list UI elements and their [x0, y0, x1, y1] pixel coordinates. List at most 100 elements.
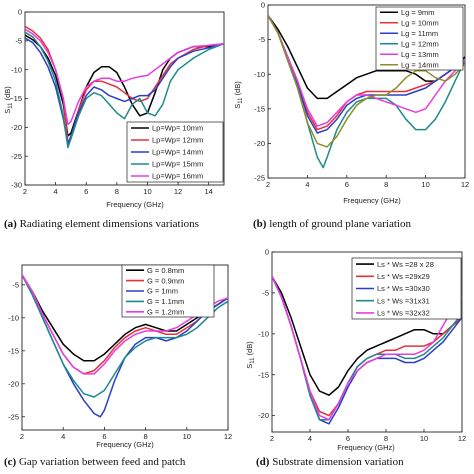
y-axis-title-3: S11 (dB) — [245, 341, 256, 369]
legend-label: Ls * Ws =31x31 — [377, 296, 430, 305]
x-tick-label: 2 — [270, 434, 274, 443]
y-tick-label: -30 — [11, 181, 22, 190]
x-tick-label: 6 — [84, 187, 88, 196]
legend-label: Lp=Wp= 10mm — [152, 124, 203, 133]
y-tick-label: -20 — [258, 411, 269, 420]
y-tick-label: -10 — [254, 70, 265, 79]
y-tick-label: -5 — [12, 280, 19, 289]
chart-panel-a: 2 4 6 8 10 12 14 0 -5 -10 -15 -20 -25 -30 Frequency (G… — [3, 8, 225, 209]
x-tick-label: 8 — [144, 432, 148, 441]
series-line-3 — [25, 37, 224, 146]
legend-label: Ls * Ws =29x29 — [377, 272, 430, 281]
legend-label: G = 0.9mm — [147, 276, 184, 285]
legend-label: Lp=Wp= 15mm — [152, 160, 203, 169]
y-tick-label: -5 — [258, 35, 265, 44]
y-tick-label: -25 — [254, 174, 265, 183]
x-axis-title: Frequency (GHz) — [96, 440, 154, 449]
x-tick-label: 4 — [61, 432, 65, 441]
y-axis-title-1: S11 (dB) — [233, 81, 244, 109]
chart-panel-b: 2 4 6 8 10 12 0 -5 -10 -15 -20 -25 Frequency (GHz) S1… — [233, 1, 469, 205]
x-tick-label: 12 — [224, 432, 232, 441]
y-tick-label: -10 — [258, 329, 269, 338]
x-tick-label: 4 — [308, 434, 312, 443]
series-line-6 — [268, 15, 465, 148]
caption-b: (b) length of ground plane variation — [253, 218, 411, 230]
caption-d: (d) Substrate dimension variation — [256, 456, 404, 468]
y-tick-label: -10 — [8, 313, 19, 322]
legend-label: G = 1.1mm — [147, 297, 184, 306]
y-tick-label: -20 — [8, 379, 19, 388]
series-line-1 — [22, 274, 228, 362]
x-tick-label: 10 — [143, 187, 151, 196]
x-tick-label: 10 — [183, 432, 191, 441]
legend-label: G = 1.2mm — [147, 308, 184, 317]
x-axis-title: Frequency (GHz) — [343, 196, 401, 205]
y-tick-label: -5 — [15, 36, 22, 45]
legend-label: Lp=Wp= 16mm — [152, 172, 203, 181]
x-tick-label: 4 — [54, 187, 58, 196]
y-tick-label: -20 — [254, 139, 265, 148]
x-tick-label: 8 — [115, 187, 119, 196]
chart-panel-c: 2 4 6 8 10 12 -5 -10 -15 -20 -25 Frequency (GHz) G =… — [8, 264, 232, 449]
series-line-5 — [25, 28, 224, 126]
legend-label: G = 1mm — [147, 287, 178, 296]
x-tick-label: 14 — [205, 187, 213, 196]
x-tick-label: 10 — [421, 180, 429, 189]
y-tick-label: -15 — [8, 346, 19, 355]
y-tick-label: -15 — [11, 94, 22, 103]
x-tick-label: 2 — [20, 432, 24, 441]
y-tick-label: -10 — [11, 65, 22, 74]
legend-label: G = 0.8mm — [147, 266, 184, 275]
legend-label: Lg = 10mm — [401, 18, 439, 27]
x-tick-label: 12 — [174, 187, 182, 196]
series-line-4 — [22, 274, 228, 398]
x-axis-title: Frequency (GHz) — [106, 200, 164, 209]
x-tick-label: 2 — [266, 180, 270, 189]
legend: Ls * Ws =28 x 28 Ls * Ws =29x29 Ls * Ws =3… — [351, 257, 462, 320]
y-axis-title-0: S11 (dB) — [3, 86, 14, 114]
series-line-1 — [272, 276, 462, 396]
legend-label: Lg = 13mm — [401, 50, 439, 59]
legend-label: Lp=Wp= 14mm — [152, 148, 203, 157]
series-line-4 — [25, 31, 224, 149]
x-tick-label: 4 — [305, 180, 309, 189]
y-tick-label: 0 — [265, 248, 269, 257]
x-tick-label: 6 — [346, 434, 350, 443]
y-tick-label: -15 — [258, 370, 269, 379]
y-tick-label: -15 — [254, 104, 265, 113]
y-tick-label: -20 — [11, 123, 22, 132]
x-tick-label: 10 — [420, 434, 428, 443]
y-tick-label: -5 — [262, 289, 269, 298]
series-line-5 — [272, 276, 462, 421]
legend-label: Lg = 11mm — [401, 29, 438, 38]
caption-a: (a) Radiating element dimensions variati… — [4, 218, 199, 230]
y-tick-label: -25 — [11, 152, 22, 161]
legend-label: Lp=Wp= 12mm — [152, 136, 203, 145]
y-tick-label: -25 — [8, 412, 19, 421]
legend: Lp=Wp= 10mm Lp=Wp= 12mm Lp=Wp= 14mm Lp=Wp= … — [126, 121, 224, 183]
x-tick-label: 6 — [102, 432, 106, 441]
x-tick-label: 12 — [458, 434, 466, 443]
legend-box — [375, 6, 464, 71]
x-tick-label: 12 — [461, 180, 469, 189]
legend-label: Lg = 9mm — [401, 8, 435, 17]
y-tick-label: 0 — [261, 1, 265, 10]
legend-label: Lg = 12mm — [401, 39, 439, 48]
y-tick-label: 0 — [18, 8, 22, 17]
x-tick-label: 6 — [345, 180, 349, 189]
x-tick-label: 8 — [384, 180, 388, 189]
x-tick-label: 8 — [384, 434, 388, 443]
legend-label: Ls * Ws =32x32 — [377, 309, 430, 318]
series-line-5 — [268, 15, 465, 127]
series-line-1 — [268, 14, 465, 100]
x-axis-title: Frequency (GHz) — [337, 443, 395, 452]
legend-label: Ls * Ws =30x30 — [377, 284, 430, 293]
caption-c: (c) Gap variation between feed and patch — [4, 456, 186, 468]
chart-panel-d: 2 4 6 8 10 12 0 -5 -10 -15 -20 Frequency (GHz) S11 (… — [245, 248, 466, 452]
x-tick-label: 2 — [23, 187, 27, 196]
legend-label: Lg = 14mm — [401, 60, 439, 69]
legend-label: Ls * Ws =28 x 28 — [377, 260, 434, 269]
